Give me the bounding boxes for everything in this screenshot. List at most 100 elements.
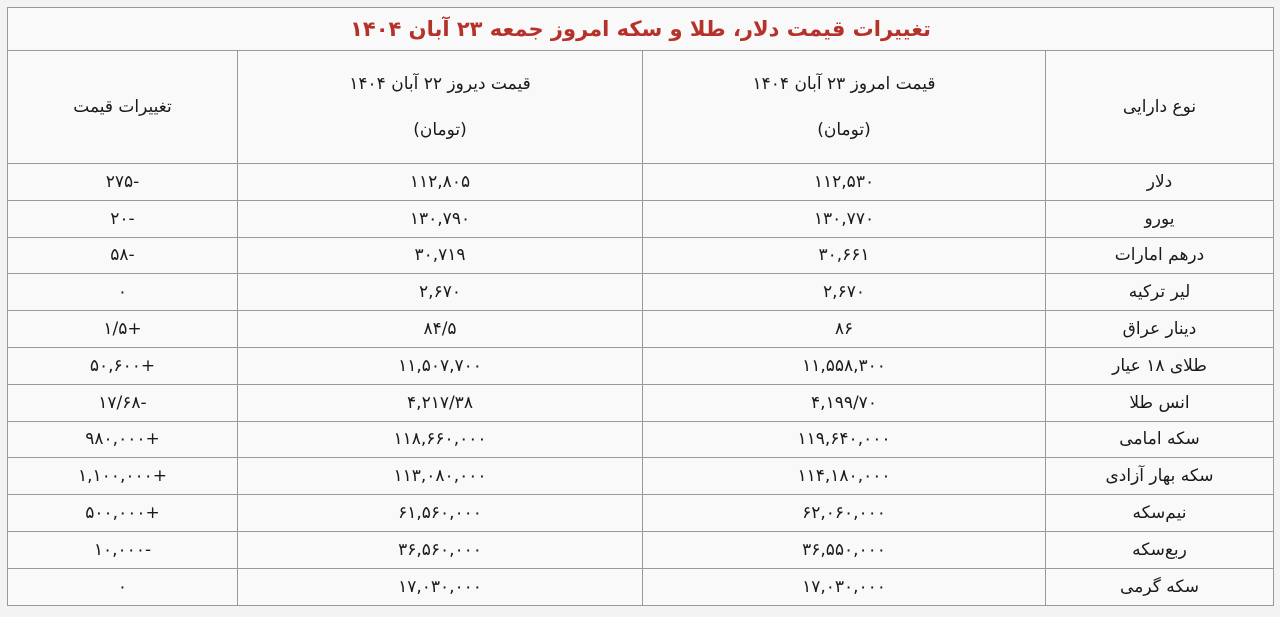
- header-asset: نوع دارایی: [1045, 50, 1274, 164]
- asset-cell-text: ربع‌سکه: [1132, 539, 1187, 560]
- today-price-cell: ۸۶: [642, 310, 1046, 348]
- today-price-cell: ۱۱,۵۵۸,۳۰۰: [642, 346, 1046, 385]
- header-yesterday-unit: (تومان): [413, 120, 467, 140]
- asset-cell-text: دینار عراق: [1122, 319, 1197, 340]
- today-price-cell-text: ۱۳۰,۷۷۰: [813, 208, 875, 229]
- price-change-cell: ۲۰-: [7, 199, 238, 238]
- asset-cell: درهم امارات: [1045, 236, 1274, 275]
- header-change: تغییرات قیمت: [7, 50, 238, 164]
- table-row: ربع‌سکه ۳۶,۵۵۰,۰۰۰ ۳۶,۵۶۰,۰۰۰ ۱۰,۰۰۰-: [7, 530, 1274, 569]
- table-row: نیم‌سکه ۶۲,۰۶۰,۰۰۰ ۶۱,۵۶۰,۰۰۰ ۵۰۰,۰۰۰+: [7, 494, 1274, 532]
- asset-cell-text: نیم‌سکه: [1132, 503, 1187, 524]
- yesterday-price-cell: ۱۱۲,۸۰۵: [237, 163, 643, 201]
- price-change-cell: ۱۷/۶۸-: [7, 383, 238, 422]
- price-table-container: تغییرات قیمت دلار، طلا و سکه امروز جمعه …: [7, 7, 1274, 606]
- yesterday-price-cell-text: ۴,۲۱۷/۳۸: [407, 392, 473, 413]
- yesterday-price-cell: ۳۰,۷۱۹: [237, 236, 643, 275]
- yesterday-price-cell-text: ۶۱,۵۶۰,۰۰۰: [398, 503, 482, 524]
- price-change-cell: ۵۸-: [7, 236, 238, 275]
- asset-cell-text: لیر ترکیه: [1128, 282, 1191, 303]
- yesterday-price-cell: ۸۴/۵: [237, 310, 643, 348]
- yesterday-price-cell-text: ۳۰,۷۱۹: [414, 245, 466, 266]
- table-header-row: نوع دارایی قیمت امروز ۲۳ آبان ۱۴۰۴ (تومان…: [7, 50, 1274, 164]
- today-price-cell-text: ۳۶,۵۵۰,۰۰۰: [802, 539, 886, 560]
- asset-cell: دینار عراق: [1045, 310, 1274, 348]
- price-change-cell-text: ۲۰-: [110, 208, 135, 229]
- asset-cell: سکه گرمی: [1045, 567, 1274, 606]
- today-price-cell-text: ۴,۱۹۹/۷۰: [811, 392, 877, 413]
- yesterday-price-cell-text: ۱۳۰,۷۹۰: [409, 208, 471, 229]
- header-asset-label: نوع دارایی: [1122, 97, 1197, 117]
- yesterday-price-cell-text: ۱۷,۰۳۰,۰۰۰: [398, 576, 482, 597]
- yesterday-price-cell: ۱۷,۰۳۰,۰۰۰: [237, 567, 643, 606]
- asset-cell: ربع‌سکه: [1045, 530, 1274, 569]
- today-price-cell: ۱۱۴,۱۸۰,۰۰۰: [642, 457, 1046, 496]
- yesterday-price-cell: ۱۱,۵۰۷,۷۰۰: [237, 346, 643, 385]
- price-change-cell: ۱۰,۰۰۰-: [7, 530, 238, 569]
- asset-cell-text: سکه گرمی: [1120, 576, 1199, 597]
- asset-cell: طلای ۱۸ عیار: [1045, 346, 1274, 385]
- price-change-cell-text: ۵۰۰,۰۰۰+: [85, 503, 160, 524]
- yesterday-price-cell: ۱۱۸,۶۶۰,۰۰۰: [237, 420, 643, 459]
- yesterday-price-cell-text: ۱۱۸,۶۶۰,۰۰۰: [393, 429, 487, 450]
- asset-cell-text: انس طلا: [1129, 392, 1190, 413]
- price-change-cell: ۰: [7, 273, 238, 312]
- today-price-cell: ۳۰,۶۶۱: [642, 236, 1046, 275]
- yesterday-price-cell-text: ۱۱,۵۰۷,۷۰۰: [398, 355, 482, 376]
- table-row: یورو ۱۳۰,۷۷۰ ۱۳۰,۷۹۰ ۲۰-: [7, 199, 1274, 238]
- yesterday-price-cell: ۱۱۳,۰۸۰,۰۰۰: [237, 457, 643, 496]
- asset-cell-text: سکه بهار آزادی: [1105, 466, 1214, 487]
- asset-cell-text: یورو: [1144, 208, 1175, 229]
- today-price-cell: ۱۳۰,۷۷۰: [642, 199, 1046, 238]
- table-row: سکه امامی ۱۱۹,۶۴۰,۰۰۰ ۱۱۸,۶۶۰,۰۰۰ ۹۸۰,۰۰۰+: [7, 420, 1274, 459]
- price-change-cell-text: ۲۷۵-: [105, 171, 140, 192]
- today-price-cell: ۴,۱۹۹/۷۰: [642, 383, 1046, 422]
- today-price-cell-text: ۱۷,۰۳۰,۰۰۰: [802, 576, 886, 597]
- yesterday-price-cell: ۲,۶۷۰: [237, 273, 643, 312]
- price-change-cell-text: ۵۸-: [110, 245, 135, 266]
- price-change-cell-text: ۱/۵+: [103, 319, 142, 340]
- today-price-cell-text: ۳۰,۶۶۱: [818, 245, 870, 266]
- asset-cell: سکه بهار آزادی: [1045, 457, 1274, 496]
- today-price-cell-text: ۶۲,۰۶۰,۰۰۰: [802, 503, 886, 524]
- table-row: انس طلا ۴,۱۹۹/۷۰ ۴,۲۱۷/۳۸ ۱۷/۶۸-: [7, 383, 1274, 422]
- price-change-cell: ۵۰,۶۰۰+: [7, 346, 238, 385]
- header-yesterday: قیمت دیروز ۲۲ آبان ۱۴۰۴ (تومان): [237, 50, 643, 164]
- table-row: درهم امارات ۳۰,۶۶۱ ۳۰,۷۱۹ ۵۸-: [7, 236, 1274, 275]
- price-change-cell-text: ۱۷/۶۸-: [98, 392, 147, 413]
- price-change-cell: ۵۰۰,۰۰۰+: [7, 494, 238, 532]
- today-price-cell-text: ۲,۶۷۰: [823, 282, 865, 303]
- today-price-cell-text: ۱۱۴,۱۸۰,۰۰۰: [797, 466, 891, 487]
- header-today-label: قیمت امروز ۲۳ آبان ۱۴۰۴: [752, 74, 936, 94]
- yesterday-price-cell-text: ۱۱۳,۰۸۰,۰۰۰: [393, 466, 487, 487]
- yesterday-price-cell: ۴,۲۱۷/۳۸: [237, 383, 643, 422]
- asset-cell: انس طلا: [1045, 383, 1274, 422]
- price-change-cell: ۹۸۰,۰۰۰+: [7, 420, 238, 459]
- today-price-cell: ۱۱۹,۶۴۰,۰۰۰: [642, 420, 1046, 459]
- table-title: تغییرات قیمت دلار، طلا و سکه امروز جمعه …: [7, 7, 1274, 51]
- today-price-cell-text: ۱۱۲,۵۳۰: [813, 171, 875, 192]
- table-row: طلای ۱۸ عیار ۱۱,۵۵۸,۳۰۰ ۱۱,۵۰۷,۷۰۰ ۵۰,۶۰۰+: [7, 346, 1274, 385]
- asset-cell-text: درهم امارات: [1114, 245, 1205, 266]
- yesterday-price-cell-text: ۲,۶۷۰: [419, 282, 461, 303]
- today-price-cell-text: ۱۱,۵۵۸,۳۰۰: [802, 355, 886, 376]
- table-title-row: تغییرات قیمت دلار، طلا و سکه امروز جمعه …: [7, 7, 1274, 51]
- price-table: تغییرات قیمت دلار، طلا و سکه امروز جمعه …: [7, 7, 1274, 606]
- yesterday-price-cell: ۶۱,۵۶۰,۰۰۰: [237, 494, 643, 532]
- yesterday-price-cell-text: ۳۶,۵۶۰,۰۰۰: [398, 539, 482, 560]
- price-change-cell: ۱/۵+: [7, 310, 238, 348]
- price-change-cell-text: ۰: [117, 576, 128, 597]
- price-change-cell-text: ۹۸۰,۰۰۰+: [85, 429, 160, 450]
- table-row: لیر ترکیه ۲,۶۷۰ ۲,۶۷۰ ۰: [7, 273, 1274, 312]
- table-row: سکه گرمی ۱۷,۰۳۰,۰۰۰ ۱۷,۰۳۰,۰۰۰ ۰: [7, 567, 1274, 606]
- table-row: دینار عراق ۸۶ ۸۴/۵ ۱/۵+: [7, 310, 1274, 348]
- price-change-cell-text: ۱۰,۰۰۰-: [93, 539, 152, 560]
- price-change-cell: ۰: [7, 567, 238, 606]
- yesterday-price-cell-text: ۸۴/۵: [423, 319, 457, 340]
- asset-cell-text: طلای ۱۸ عیار: [1112, 355, 1207, 376]
- asset-cell-text: دلار: [1146, 171, 1173, 192]
- asset-cell: لیر ترکیه: [1045, 273, 1274, 312]
- today-price-cell: ۱۱۲,۵۳۰: [642, 163, 1046, 201]
- yesterday-price-cell-text: ۱۱۲,۸۰۵: [409, 171, 471, 192]
- yesterday-price-cell: ۳۶,۵۶۰,۰۰۰: [237, 530, 643, 569]
